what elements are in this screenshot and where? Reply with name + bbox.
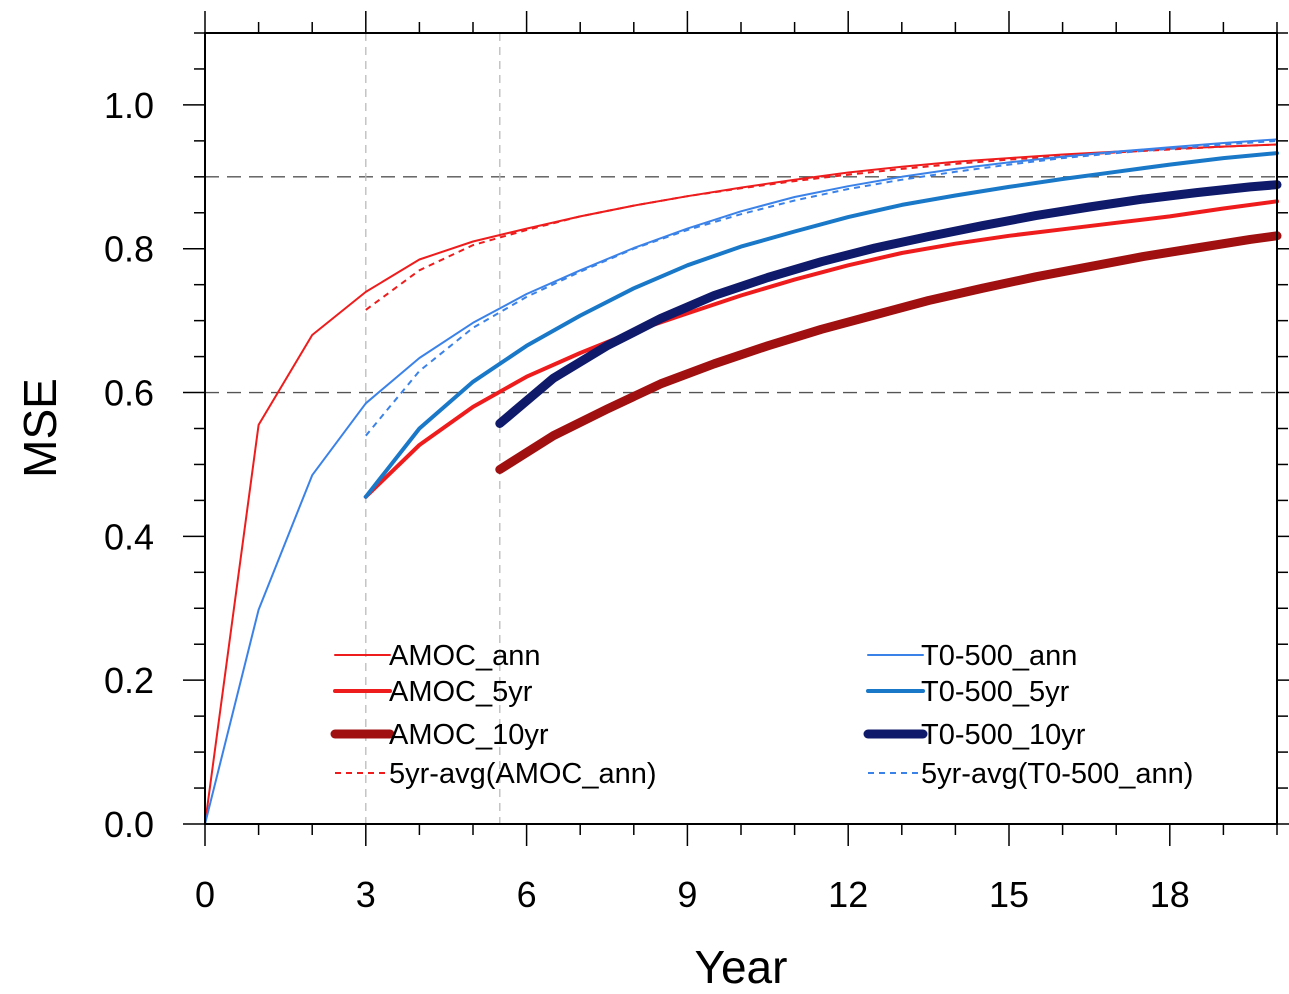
legend-label: AMOC_10yr (389, 719, 549, 751)
y-tick-label: 0.8 (104, 229, 154, 270)
series-line-5yr-avg(AMOC_ann) (365, 143, 1278, 311)
legend-label: 5yr-avg(AMOC_ann) (389, 758, 657, 790)
legend-label: T0-500_ann (921, 640, 1077, 672)
legend-label: T0-500_10yr (921, 719, 1086, 751)
y-axis-title: MSE (14, 378, 66, 478)
x-tick-label: 0 (195, 874, 215, 915)
y-tick-label: 0.6 (104, 373, 154, 414)
y-tick-label: 0.2 (104, 660, 154, 701)
x-tick-label: 9 (677, 874, 697, 915)
legend-label: AMOC_ann (389, 640, 541, 672)
legend-label: T0-500_5yr (921, 676, 1070, 708)
series-line-T0-500_ann (204, 138, 1278, 825)
x-tick-label: 6 (517, 874, 537, 915)
series-line-AMOC_5yr (363, 199, 1279, 499)
x-tick-label: 18 (1150, 874, 1190, 915)
legend-label: AMOC_5yr (389, 676, 533, 708)
legend-label: 5yr-avg(T0-500_ann) (921, 758, 1193, 790)
legend: AMOC_ann AMOC_5yr AMOC_10yr 5yr-avg(AMOC_an… (330, 640, 1193, 790)
series-line-T0-500_5yr (363, 151, 1279, 499)
y-tick-label: 0.4 (104, 516, 154, 557)
x-tick-label: 12 (828, 874, 868, 915)
y-tick-label: 0.0 (104, 804, 154, 845)
series-line-T0-500_10yr (495, 180, 1282, 428)
y-tick-label: 1.0 (104, 85, 154, 126)
x-tick-label: 15 (989, 874, 1029, 915)
series-layer (204, 138, 1282, 825)
series-line-AMOC_10yr (495, 231, 1282, 474)
x-axis-title: Year (695, 941, 788, 993)
reference-lines (205, 33, 1277, 824)
ticks: 0 3 6 9 12 15 18 0.0 0.2 0.4 0.6 0.8 1.0 (104, 11, 1289, 915)
x-tick-label: 3 (356, 874, 376, 915)
